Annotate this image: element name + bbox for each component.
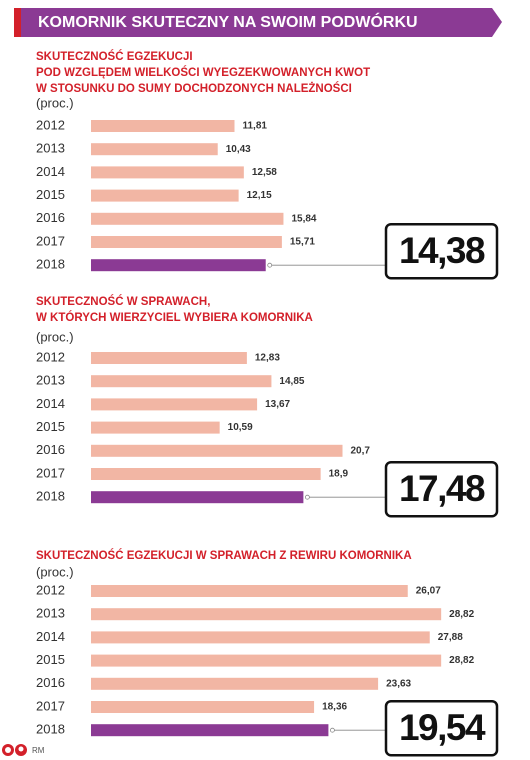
category-label: 2018 [36,257,65,272]
highlight-value: 19,54 [399,707,486,748]
category-label: 2015 [36,652,65,667]
highlight-value: 17,48 [399,468,485,509]
category-label: 2013 [36,373,65,388]
banner-stripe [14,8,21,37]
category-label: 2016 [36,675,65,690]
category-label: 2016 [36,210,65,225]
value-label: 15,84 [291,213,316,224]
logo-hole [5,747,11,753]
category-label: 2015 [36,419,65,434]
highlight-box [384,222,499,280]
category-label: 2018 [36,489,65,504]
value-label: 11,81 [242,121,267,132]
chart-title: SKUTECZNOŚĆ EGZEKUCJI W SPRAWACH Z REWIR… [36,549,412,562]
category-label: 2013 [36,141,65,156]
bar [91,166,244,179]
unit-label: (proc.) [36,95,74,110]
banner [21,8,502,37]
category-label: 2016 [36,442,65,457]
value-label: 23,63 [386,678,411,689]
bar [91,398,258,411]
value-label: 18,9 [329,469,349,480]
value-label: 13,67 [265,399,290,410]
bar [91,236,282,248]
category-label: 2017 [36,698,65,713]
value-label: 12,58 [252,167,277,178]
bar [91,468,321,480]
unit-label: (proc.) [36,564,74,579]
category-label: 2017 [36,233,65,248]
chart-title: POD WZGLĘDEM WIELKOŚCI WYEGZEKWOWANYCH K… [36,66,370,79]
chart-title: W KTÓRYCH WIERZYCIEL WYBIERA KOMORNIKA [36,311,313,324]
category-label: 2015 [36,187,65,202]
bar [91,701,315,713]
value-label: 12,83 [255,353,280,364]
callout-dot [304,494,310,500]
bar [91,724,329,737]
page-title: KOMORNIK SKUTECZNY NA SWOIM PODWÓRKU [38,12,418,31]
unit-label: (proc.) [36,329,74,344]
chart-title: SKUTECZNOŚĆ EGZEKUCJI [36,50,193,63]
category-label: 2013 [36,606,65,621]
bar [91,421,220,434]
value-label: 12,15 [247,190,272,201]
chart-title: SKUTECZNOŚĆ W SPRAWACH, [36,295,210,308]
callout-dot [267,262,273,268]
credit: RM [32,746,45,755]
bar [91,585,408,597]
value-label: 20,7 [351,445,371,456]
category-label: 2012 [36,117,65,132]
value-label: 28,82 [449,655,474,666]
bar [91,212,284,225]
value-label: 10,43 [226,144,251,155]
bar [91,259,266,272]
category-label: 2018 [36,722,65,737]
logo-hole [18,746,24,752]
category-label: 2012 [36,582,65,597]
highlight-value: 14,38 [399,230,485,271]
category-label: 2014 [36,629,65,644]
bar [91,491,304,504]
value-label: 28,82 [449,609,474,620]
callout-dot [330,727,335,733]
value-label: 10,59 [228,422,253,433]
value-label: 18,36 [322,702,347,713]
bar [91,608,442,621]
value-label: 27,88 [438,632,463,643]
bar [91,352,247,364]
value-label: 14,85 [279,376,304,387]
chart-title: W STOSUNKU DO SUMY DOCHODZONYCH NALEŻNOŚ… [36,82,352,95]
category-label: 2012 [36,349,65,364]
bar [91,677,379,690]
bar [91,143,218,156]
highlight-box [384,699,499,757]
bar [91,654,442,667]
bar [91,189,239,202]
highlight-box [384,460,499,518]
category-label: 2014 [36,164,65,179]
bar [91,120,235,132]
bar [91,631,430,644]
category-label: 2014 [36,396,65,411]
bar [91,375,272,388]
category-label: 2017 [36,465,65,480]
bar [91,444,343,457]
value-label: 15,71 [290,237,315,248]
value-label: 26,07 [416,586,441,597]
